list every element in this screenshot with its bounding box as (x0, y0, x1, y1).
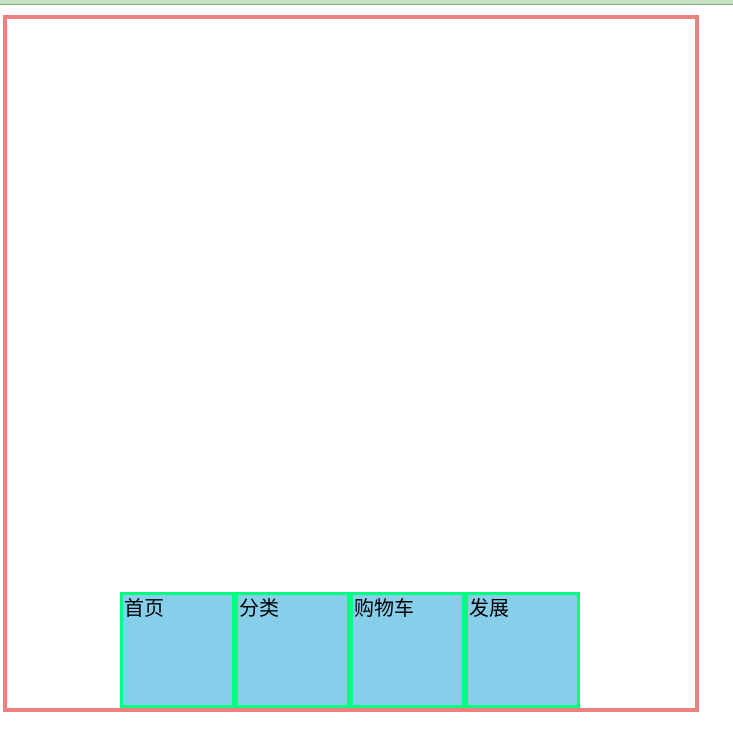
nav-item-cart[interactable]: 购物车 (350, 592, 465, 708)
main-container (3, 15, 699, 712)
top-strip (0, 0, 733, 5)
nav-item-category[interactable]: 分类 (235, 592, 350, 708)
nav-item-development[interactable]: 发展 (465, 592, 580, 708)
nav-item-home[interactable]: 首页 (120, 592, 235, 708)
bottom-nav: 首页 分类 购物车 发展 (120, 592, 580, 708)
